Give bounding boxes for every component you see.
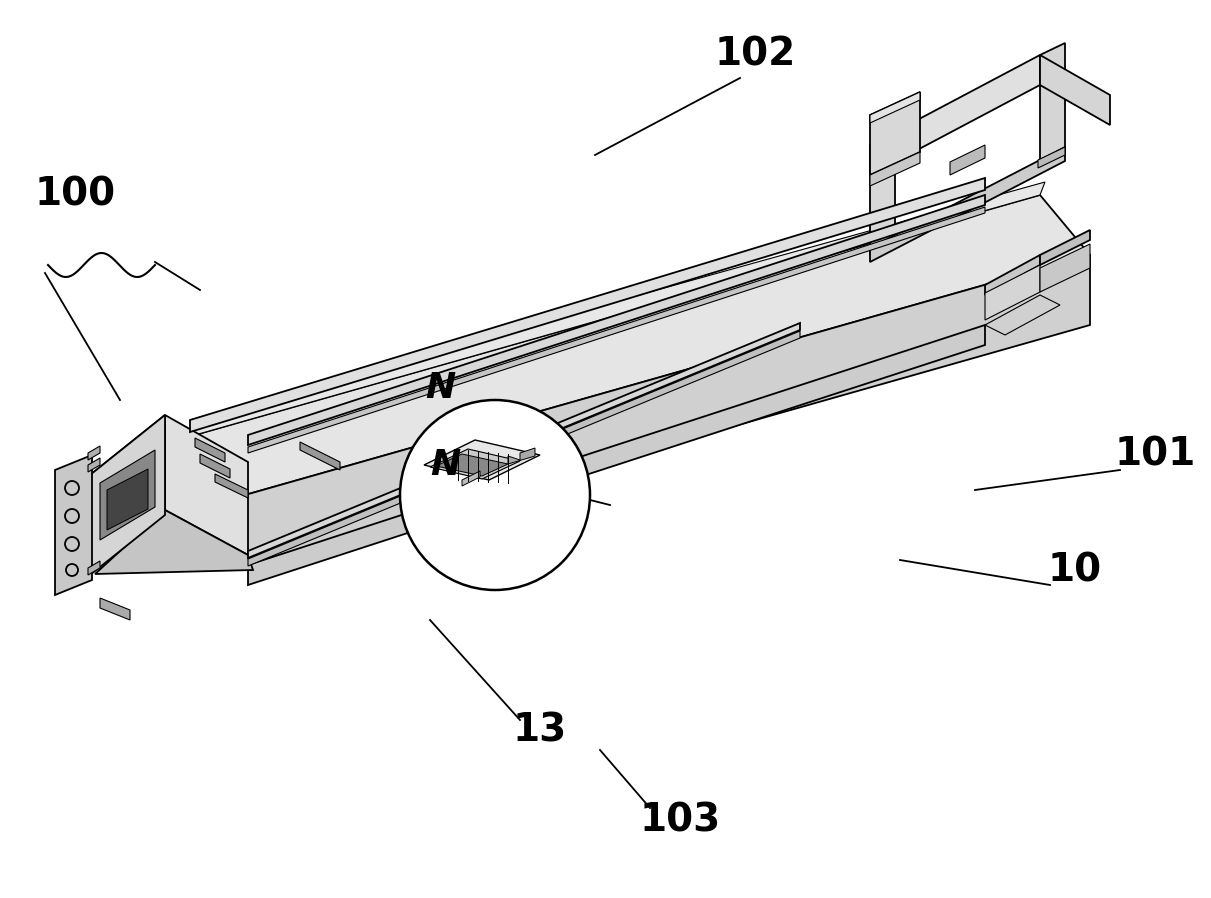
Polygon shape — [190, 182, 1045, 435]
Polygon shape — [88, 458, 101, 472]
Polygon shape — [190, 178, 985, 432]
Polygon shape — [985, 265, 1040, 320]
Polygon shape — [436, 454, 507, 476]
Polygon shape — [195, 438, 225, 462]
Polygon shape — [985, 295, 1060, 335]
Polygon shape — [985, 255, 1040, 295]
Polygon shape — [165, 415, 248, 555]
Polygon shape — [1040, 43, 1064, 165]
Text: 102: 102 — [714, 36, 796, 74]
Polygon shape — [1040, 55, 1110, 125]
Polygon shape — [90, 415, 165, 568]
Polygon shape — [869, 92, 920, 175]
Polygon shape — [94, 510, 253, 574]
Text: 10: 10 — [1048, 551, 1102, 589]
Polygon shape — [54, 455, 92, 595]
Polygon shape — [200, 454, 230, 478]
Polygon shape — [463, 471, 480, 486]
Polygon shape — [1038, 147, 1064, 168]
Polygon shape — [869, 92, 920, 123]
Polygon shape — [869, 152, 920, 186]
Polygon shape — [869, 132, 895, 255]
Text: 103: 103 — [639, 801, 721, 839]
Polygon shape — [248, 207, 985, 453]
Polygon shape — [1040, 230, 1090, 265]
Text: N: N — [430, 448, 460, 482]
Polygon shape — [949, 145, 985, 175]
Polygon shape — [88, 561, 101, 575]
Polygon shape — [424, 440, 540, 480]
Polygon shape — [1040, 244, 1090, 292]
Polygon shape — [507, 448, 535, 464]
Text: 100: 100 — [34, 176, 115, 214]
Text: 101: 101 — [1114, 436, 1195, 474]
Polygon shape — [869, 147, 1064, 262]
Polygon shape — [90, 415, 165, 575]
Polygon shape — [248, 331, 800, 566]
Circle shape — [400, 400, 590, 590]
Polygon shape — [195, 195, 1090, 495]
Polygon shape — [107, 469, 148, 530]
Polygon shape — [216, 474, 248, 498]
Polygon shape — [248, 195, 985, 445]
Polygon shape — [300, 442, 340, 470]
Polygon shape — [248, 325, 985, 585]
Polygon shape — [101, 450, 155, 540]
Polygon shape — [430, 449, 520, 479]
Polygon shape — [245, 255, 1090, 565]
Text: N: N — [425, 371, 455, 405]
Polygon shape — [248, 323, 800, 558]
Polygon shape — [869, 55, 1040, 175]
Text: 13: 13 — [513, 711, 567, 749]
Polygon shape — [101, 598, 130, 620]
Polygon shape — [88, 446, 101, 460]
